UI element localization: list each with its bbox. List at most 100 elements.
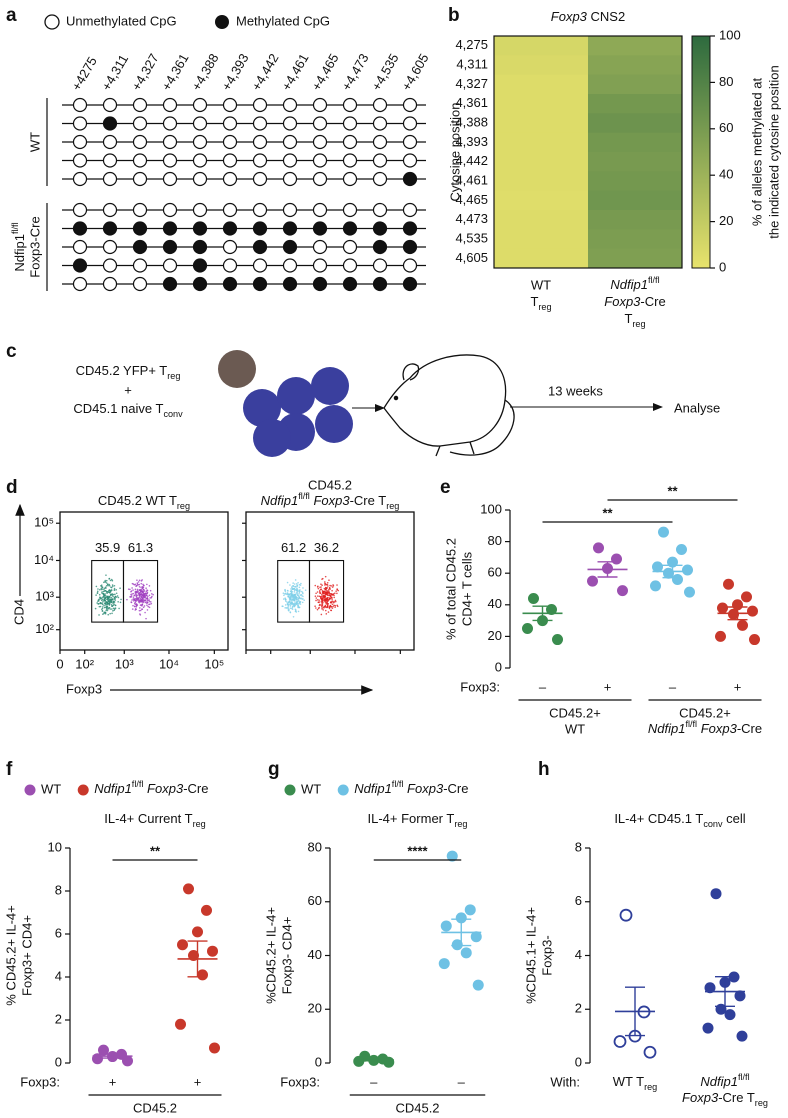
event-dot	[336, 588, 338, 590]
text-part: Foxp3	[147, 781, 184, 796]
event-dot	[331, 589, 333, 592]
text-part: fl/fl	[298, 491, 310, 501]
cpg-site	[312, 153, 328, 168]
event-dot	[302, 595, 304, 598]
data-point	[650, 580, 661, 592]
text-part: -Cre	[183, 781, 208, 796]
event-dot	[328, 597, 331, 599]
cpg-site	[192, 116, 208, 131]
event-dot	[136, 604, 139, 606]
y-tick-label: 4,361	[455, 95, 488, 110]
cpg-site	[282, 221, 298, 236]
event-dot	[109, 599, 111, 602]
event-dot	[323, 596, 326, 599]
legend-label: WT	[41, 781, 61, 796]
event-dot	[103, 581, 105, 584]
event-dot	[99, 588, 101, 591]
position-label: +4,461	[279, 51, 312, 93]
heat-cell	[494, 210, 588, 230]
cpg-site	[402, 202, 418, 218]
event-dot	[106, 595, 108, 598]
text-part: Ndfip1	[354, 781, 392, 796]
cpg-site	[222, 171, 238, 187]
y-tick-label: 0	[495, 659, 502, 674]
event-dot	[140, 604, 143, 606]
event-dot	[336, 592, 338, 595]
cpg-site	[252, 202, 268, 218]
text-part: Foxp3	[407, 781, 444, 796]
panel-letter: a	[6, 5, 17, 26]
text-part: T	[530, 294, 538, 309]
cpg-site	[102, 97, 118, 113]
heat-cell	[494, 190, 588, 211]
event-dot	[112, 604, 115, 606]
x-tick-label: –	[539, 679, 547, 694]
event-dot	[111, 585, 114, 588]
event-dot	[327, 596, 329, 599]
event-dot	[326, 581, 329, 584]
event-dot	[315, 607, 317, 609]
event-dot	[324, 588, 327, 590]
error-bar	[662, 564, 683, 579]
event-dot	[107, 608, 109, 610]
heat-cell	[494, 229, 588, 250]
event-dot	[322, 609, 325, 611]
event-dot	[104, 602, 107, 605]
text-part: fl/fl	[648, 275, 660, 285]
heat-cell	[588, 152, 682, 172]
event-dot	[286, 589, 289, 592]
event-dot	[289, 599, 291, 601]
event-dot	[333, 596, 336, 599]
event-dot	[139, 597, 142, 600]
x-tick-label: 10³	[115, 656, 134, 671]
event-dot	[299, 603, 302, 605]
event-dot	[324, 598, 326, 601]
event-dot	[325, 606, 327, 609]
event-dot	[286, 592, 289, 594]
event-dot	[131, 608, 134, 610]
panel-letter: c	[6, 341, 17, 362]
event-dot	[287, 609, 290, 611]
data-point	[451, 939, 463, 951]
y-axis-label: % CD45.2+ IL-4+	[3, 905, 18, 1005]
text-part: IL-4+ Former T	[368, 811, 455, 826]
data-point	[92, 1053, 103, 1065]
y-tick-label: 4	[575, 947, 582, 962]
event-dot	[295, 598, 298, 601]
cpg-site	[282, 97, 298, 113]
event-dot	[302, 592, 304, 595]
event-dot	[150, 602, 153, 605]
cpg-site	[162, 276, 178, 292]
event-dot	[299, 584, 302, 586]
event-dot	[135, 597, 138, 600]
cpg-site	[102, 221, 118, 236]
data-point	[710, 888, 722, 900]
event-dot	[294, 585, 297, 588]
event-dot	[320, 605, 323, 608]
event-dot	[326, 602, 329, 605]
x-axis-label: Foxp3	[66, 681, 102, 696]
heat-cell	[588, 171, 682, 192]
event-dot	[113, 584, 116, 587]
cpg-site	[402, 221, 418, 236]
event-dot	[295, 592, 298, 594]
text-part: Foxp3	[682, 1090, 719, 1105]
cpg-site	[222, 221, 238, 236]
event-dot	[96, 590, 99, 593]
event-dot	[320, 583, 322, 585]
cpg-site	[222, 97, 238, 113]
cpg-site	[252, 171, 268, 187]
event-dot	[299, 589, 301, 591]
event-dot	[322, 594, 325, 597]
event-dot	[130, 596, 132, 598]
event-dot	[104, 606, 106, 608]
cpg-site	[372, 239, 388, 255]
event-dot	[328, 594, 331, 596]
event-dot	[102, 590, 105, 593]
event-dot	[134, 601, 137, 604]
event-dot	[331, 593, 333, 596]
colorbar-tick-label: 100	[719, 27, 741, 42]
event-dot	[145, 601, 148, 603]
cpg-site	[132, 134, 148, 150]
event-dot	[282, 598, 285, 600]
